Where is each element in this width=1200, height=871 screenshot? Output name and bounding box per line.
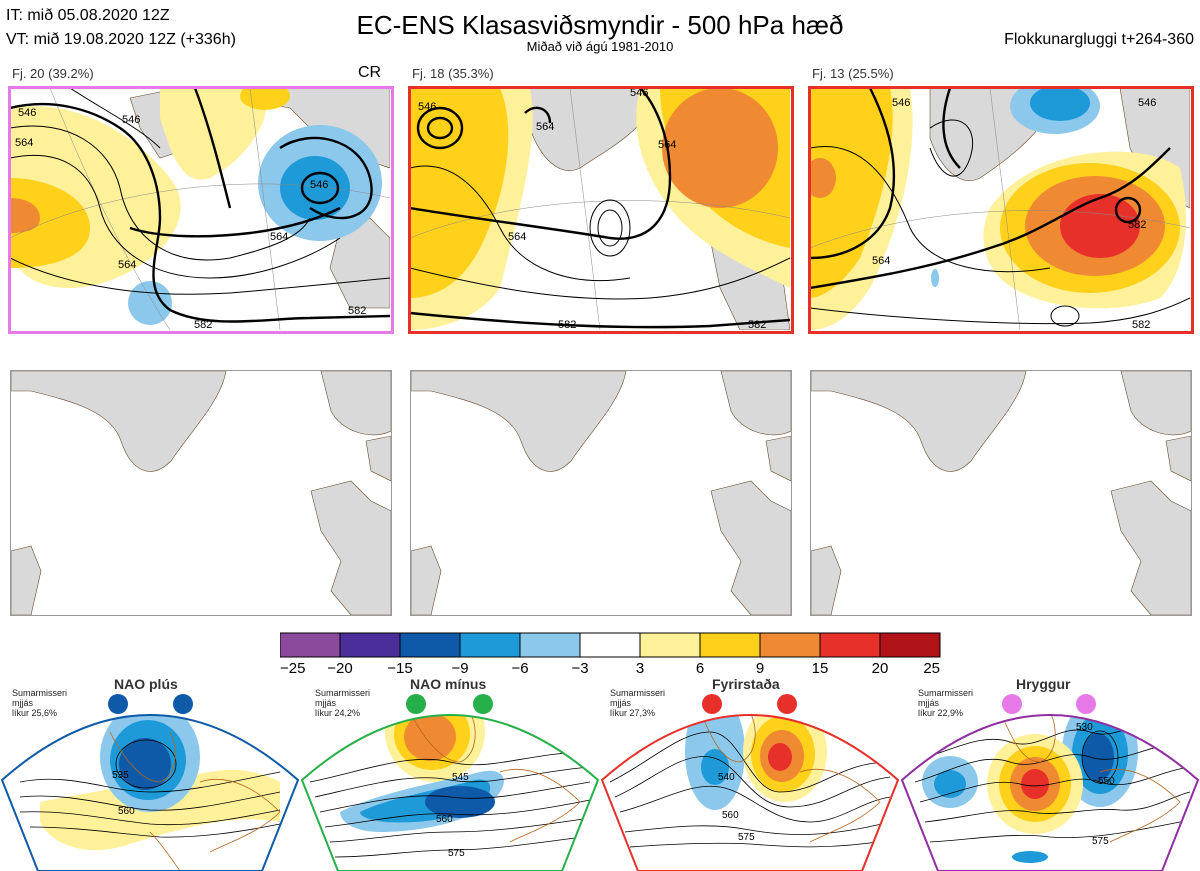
regime-note-line: líkur 22,9% (918, 708, 964, 718)
valid-time: VT: mið 19.08.2020 12Z (+336h) (6, 31, 236, 48)
cluster-1-contour-label: 564 (118, 259, 136, 271)
cluster-1-contour-label: 546 (18, 107, 36, 119)
cluster-2-contour-label: 546 (418, 101, 436, 113)
empty-map-3 (810, 370, 1192, 616)
colorbar-swatch (819, 632, 881, 658)
colorbar-tick-label: −3 (571, 660, 588, 676)
init-time: IT: mið 05.08.2020 12Z (6, 7, 170, 24)
regime-nao-plus: Sumarmisseri mjjás líkur 25,6% NAO plús (0, 672, 300, 871)
colorbar-tick-label: 3 (636, 660, 644, 676)
cluster-3-contour-label: 582 (1132, 319, 1150, 330)
colorbar-swatch (519, 632, 581, 658)
colorbar-swatch (459, 632, 521, 658)
cluster-1-contour-label: 546 (310, 179, 328, 191)
regime-note-line: líkur 24,2% (315, 708, 361, 718)
classification-window: Flokkunargluggi t+264-360 (1004, 31, 1194, 48)
cluster-1-contour-label: 582 (348, 305, 366, 317)
cluster-1-contour-label: 582 (194, 319, 212, 330)
colorbar-swatch (579, 632, 641, 658)
colorbar-swatch (639, 632, 701, 658)
colorbar-tick-label: −25 (280, 660, 305, 676)
colorbar: −25 −20 −15 −9 −6 −3 3 6 9 15 20 25 (279, 632, 960, 681)
regime-contour-label: 530 (1076, 722, 1093, 733)
cluster-1-contour-label: 564 (270, 231, 288, 243)
regime-note-line: mjjás (918, 698, 940, 708)
cluster-3-contour-label: 582 (1128, 219, 1146, 231)
cluster-2-map[interactable]: 546 546 564 564 564 582 582 (410, 88, 790, 330)
regime-note-line: Sumarmisseri (610, 688, 666, 698)
cluster-2-contour-label: 582 (558, 319, 576, 330)
cluster-2-contour-label: 564 (508, 231, 526, 243)
regime-note-line: mjjás (610, 698, 632, 708)
colorbar-svg: −25 −20 −15 −9 −6 −3 3 6 9 15 20 25 (279, 632, 941, 677)
colorbar-swatch (699, 632, 761, 658)
colorbar-swatch (279, 632, 341, 658)
colorbar-swatch (399, 632, 461, 658)
regime-title: NAO mínus (410, 676, 487, 692)
empty-map-1 (10, 370, 392, 616)
colorbar-tick-label: −9 (451, 660, 468, 676)
colorbar-swatch (339, 632, 401, 658)
colorbar-tick-label: 20 (872, 660, 889, 676)
regime-note-line: Sumarmisseri (918, 688, 974, 698)
cluster-1-contour-label: 564 (15, 137, 33, 149)
cluster-3-contour-label: 564 (872, 255, 890, 267)
regime-note-line: mjjás (315, 698, 337, 708)
colorbar-swatch (759, 632, 821, 658)
regime-note-line: mjjás (12, 698, 34, 708)
colorbar-swatch (879, 632, 941, 658)
cluster-2-contour-label: 546 (630, 88, 648, 99)
regime-nao-minus: Sumarmisseri mjjás líkur 24,2% NAO mínus (300, 672, 600, 871)
regime-contour-label: 550 (1098, 776, 1115, 787)
regime-note-line: Sumarmisseri (12, 688, 68, 698)
colorbar-tick-label: 15 (812, 660, 829, 676)
regime-title: Hryggur (1016, 676, 1071, 692)
regime-contour-label: 540 (718, 772, 735, 783)
regime-contour-label: 575 (1092, 836, 1109, 847)
regime-contour-label: 535 (112, 770, 129, 781)
regime-contour-label: 545 (452, 772, 469, 783)
regime-contour-label: 575 (738, 832, 755, 843)
cluster-3-map[interactable]: 546 546 564 582 582 (810, 88, 1190, 330)
colorbar-tick-label: 6 (696, 660, 704, 676)
regime-contour-label: 560 (118, 806, 135, 817)
cluster-2-contour-label: 564 (658, 139, 676, 151)
colorbar-tick-label: −15 (387, 660, 412, 676)
regime-title: NAO plús (114, 676, 178, 692)
cluster-2-label: Fj. 18 (35.3%) (412, 66, 494, 81)
regime-contour-label: 560 (436, 814, 453, 825)
cluster-2-contour-label: 582 (748, 319, 766, 330)
colorbar-tick-label: 9 (756, 660, 764, 676)
cluster-3-contour-label: 546 (892, 97, 910, 109)
regime-contour-label: 560 (722, 810, 739, 821)
cluster-3-contour-label: 546 (1138, 97, 1156, 109)
page-subtitle: Miðað við ágú 1981-2010 (526, 39, 674, 54)
regime-note-line: Sumarmisseri (315, 688, 371, 698)
page-title: EC-ENS Klasasviðsmyndir - 500 hPa hæð (356, 10, 844, 40)
cluster-1-contour-label: 546 (122, 114, 140, 126)
regime-ridge: Sumarmisseri mjjás líkur 22,9% Hryggur (900, 672, 1200, 871)
regime-note-line: líkur 25,6% (12, 708, 58, 718)
regime-blocking: Sumarmisseri mjjás líkur 27,3% Fyrirstað… (600, 672, 900, 871)
colorbar-tick-label: −20 (327, 660, 352, 676)
cluster-2-contour-label: 564 (536, 121, 554, 133)
cluster-3-label: Fj. 13 (25.5%) (812, 66, 894, 81)
regime-title: Fyrirstaða (712, 676, 780, 692)
regime-note-line: líkur 27,3% (610, 708, 656, 718)
colorbar-tick-label: −6 (511, 660, 528, 676)
regime-contour-label: 575 (448, 848, 465, 859)
cluster-1-label: Fj. 20 (39.2%) (12, 66, 94, 81)
cluster-1-map[interactable]: 546 546 546 564 564 564 582 582 (10, 88, 390, 330)
colorbar-tick-label: 25 (923, 660, 940, 676)
control-run-tag: CR (358, 64, 382, 81)
empty-map-2 (410, 370, 792, 616)
